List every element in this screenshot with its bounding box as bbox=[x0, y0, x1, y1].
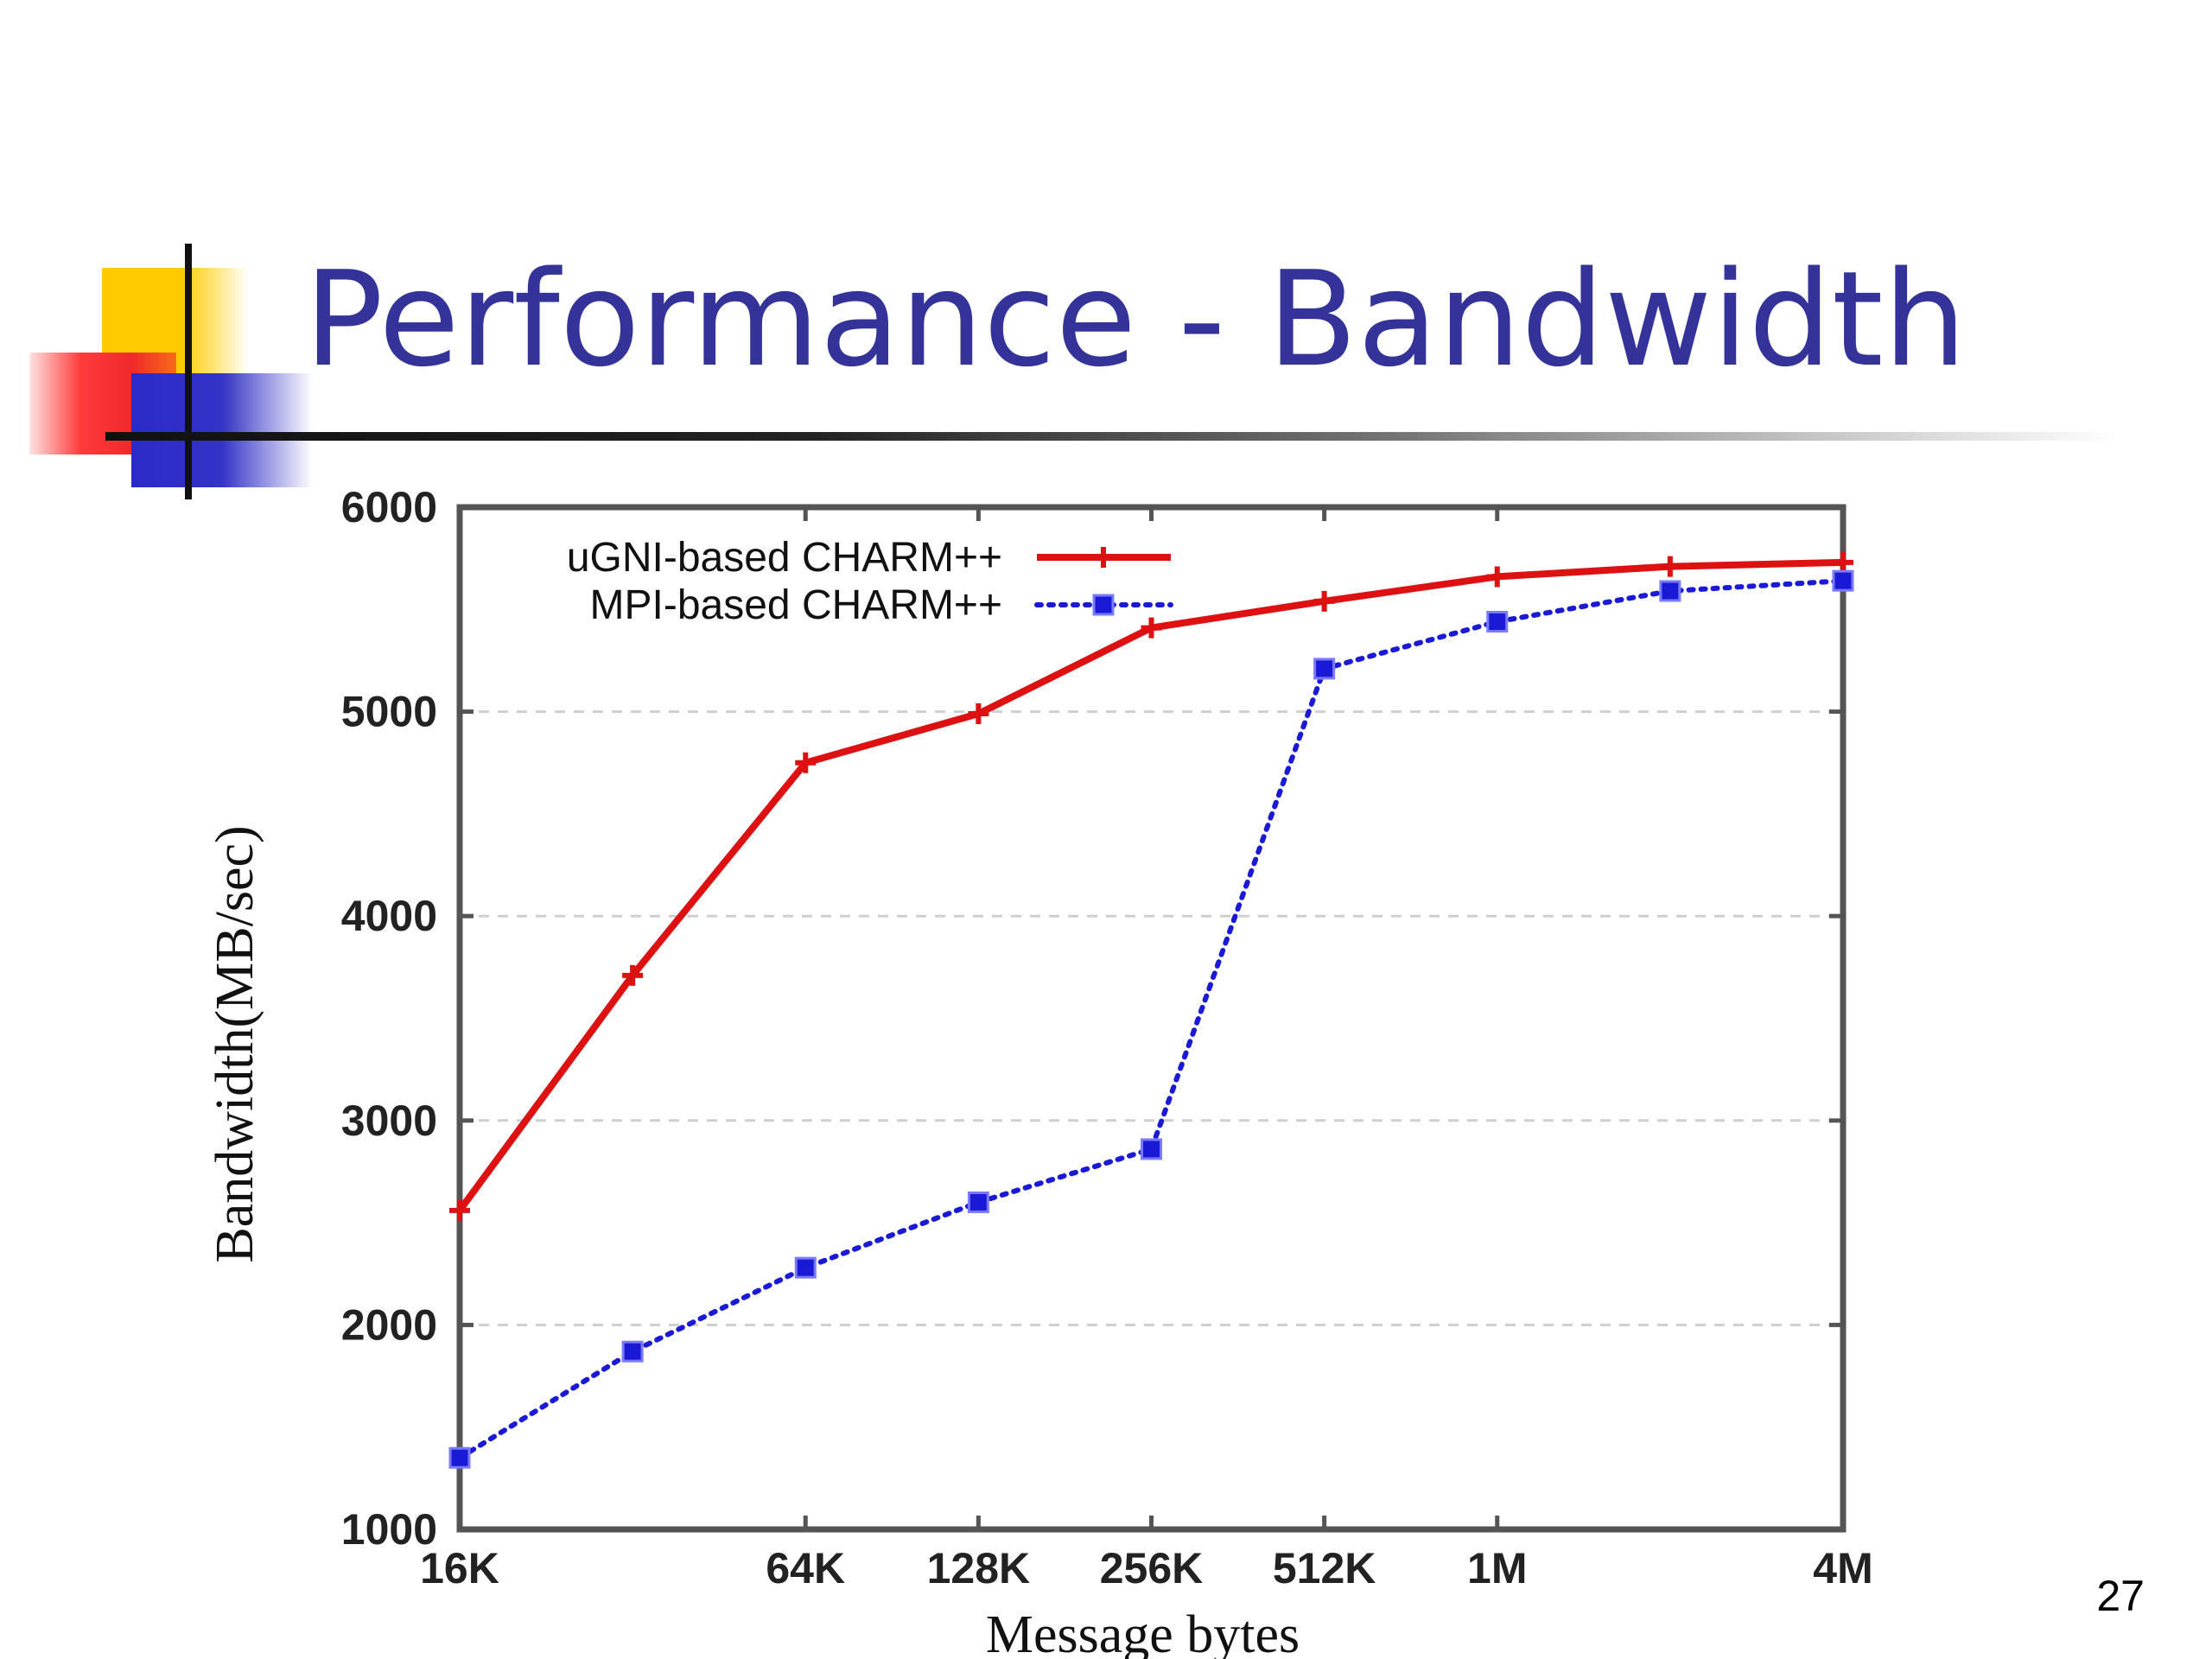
data-point bbox=[1313, 590, 1335, 612]
data-point bbox=[1313, 658, 1336, 680]
page-number: 27 bbox=[2096, 1572, 2145, 1620]
data-point bbox=[1832, 569, 1854, 592]
data-point bbox=[968, 702, 989, 724]
data-point bbox=[1659, 580, 1681, 602]
x-tick-label: 256K bbox=[1100, 1544, 1204, 1592]
data-point bbox=[622, 964, 644, 986]
x-tick-label: 128K bbox=[927, 1544, 1031, 1592]
axis-ticks: 1000 2000 3000 4000 5000 6000 16K 64K 128K 256K 51… bbox=[341, 483, 1873, 1592]
legend-label: MPI-based CHARM++ bbox=[590, 582, 1003, 628]
x-axis-title: Message bytes bbox=[986, 1605, 1300, 1659]
legend-marker bbox=[1093, 547, 1114, 568]
y-tick-label: 5000 bbox=[341, 688, 437, 736]
series-line bbox=[456, 558, 1844, 1213]
legend: uGNI-based CHARM++MPI-based CHARM++ bbox=[567, 535, 1173, 628]
data-point bbox=[1141, 617, 1162, 639]
data-point bbox=[448, 1446, 471, 1469]
x-tick-label: 512K bbox=[1273, 1544, 1376, 1592]
data-point bbox=[449, 1199, 470, 1221]
data-point bbox=[795, 752, 817, 773]
data-point bbox=[1833, 551, 1853, 573]
grid-lines bbox=[460, 710, 1843, 1326]
data-point bbox=[1659, 556, 1681, 577]
legend-marker bbox=[1092, 594, 1115, 616]
series-mpi bbox=[448, 569, 1854, 1469]
series-ugni bbox=[449, 551, 1853, 1221]
y-tick-label: 3000 bbox=[341, 1096, 437, 1145]
x-tick-label: 64K bbox=[766, 1544, 845, 1592]
x-tick-label: 16K bbox=[420, 1544, 499, 1592]
decor-blue-square bbox=[131, 373, 313, 487]
y-tick-label: 2000 bbox=[341, 1300, 437, 1349]
data-point bbox=[1141, 1138, 1162, 1160]
y-tick-label: 6000 bbox=[341, 483, 437, 531]
y-tick-label: 1000 bbox=[341, 1505, 437, 1554]
y-axis-title: Bandwidth(MB/sec) bbox=[206, 825, 264, 1262]
decor-vertical-line bbox=[185, 244, 192, 499]
title-underline bbox=[105, 432, 2119, 441]
data-point bbox=[794, 1256, 817, 1279]
data-point bbox=[967, 1191, 989, 1213]
x-tick-label: 1M bbox=[1467, 1544, 1527, 1592]
data-point bbox=[621, 1340, 644, 1363]
data-point bbox=[1486, 610, 1509, 632]
legend-label: uGNI-based CHARM++ bbox=[567, 535, 1002, 581]
y-tick-label: 4000 bbox=[341, 892, 437, 940]
series-layer bbox=[448, 551, 1854, 1469]
data-point bbox=[1486, 566, 1508, 588]
x-tick-label: 4M bbox=[1813, 1544, 1872, 1592]
slide-title: Performance - Bandwidth bbox=[304, 243, 1967, 396]
plot-frame bbox=[456, 504, 1847, 1533]
